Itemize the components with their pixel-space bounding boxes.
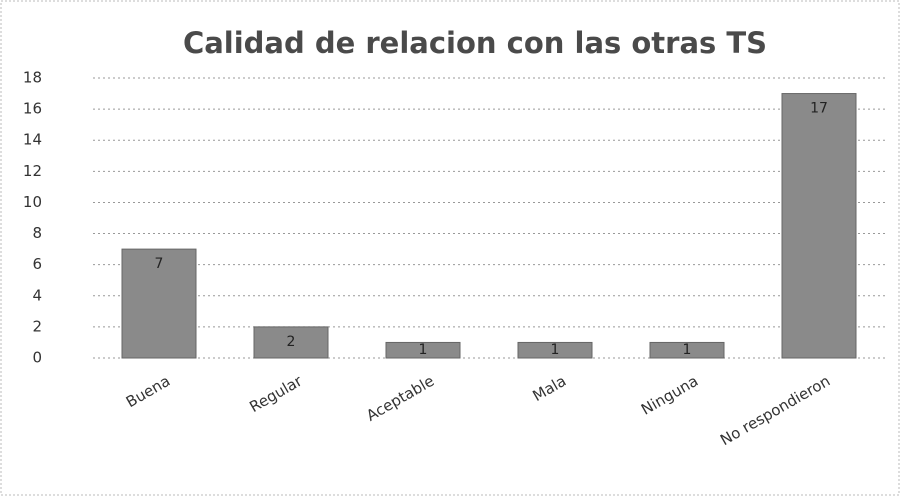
chart-title: Calidad de relacion con las otras TS xyxy=(183,26,767,60)
bar xyxy=(517,341,593,359)
y-tick-label: 4 xyxy=(32,286,42,304)
data-label: 1 xyxy=(419,342,428,358)
bar xyxy=(781,93,857,359)
bar xyxy=(649,341,725,359)
data-label: 17 xyxy=(810,101,828,117)
bar xyxy=(121,248,197,359)
y-tick-label: 2 xyxy=(32,317,42,335)
data-label: 2 xyxy=(287,334,296,350)
y-tick-label: 18 xyxy=(23,69,42,87)
y-tick-label: 10 xyxy=(23,193,42,211)
data-label: 1 xyxy=(551,342,560,358)
bar xyxy=(253,326,329,359)
data-label: 7 xyxy=(155,256,164,272)
data-label: 1 xyxy=(683,342,692,358)
bar xyxy=(385,341,461,359)
y-tick-label: 12 xyxy=(23,162,42,180)
y-tick-label: 14 xyxy=(23,131,42,149)
y-tick-label: 8 xyxy=(32,224,42,242)
y-tick-label: 0 xyxy=(32,349,42,367)
y-tick-label: 6 xyxy=(32,255,42,273)
y-tick-label: 16 xyxy=(23,100,42,118)
